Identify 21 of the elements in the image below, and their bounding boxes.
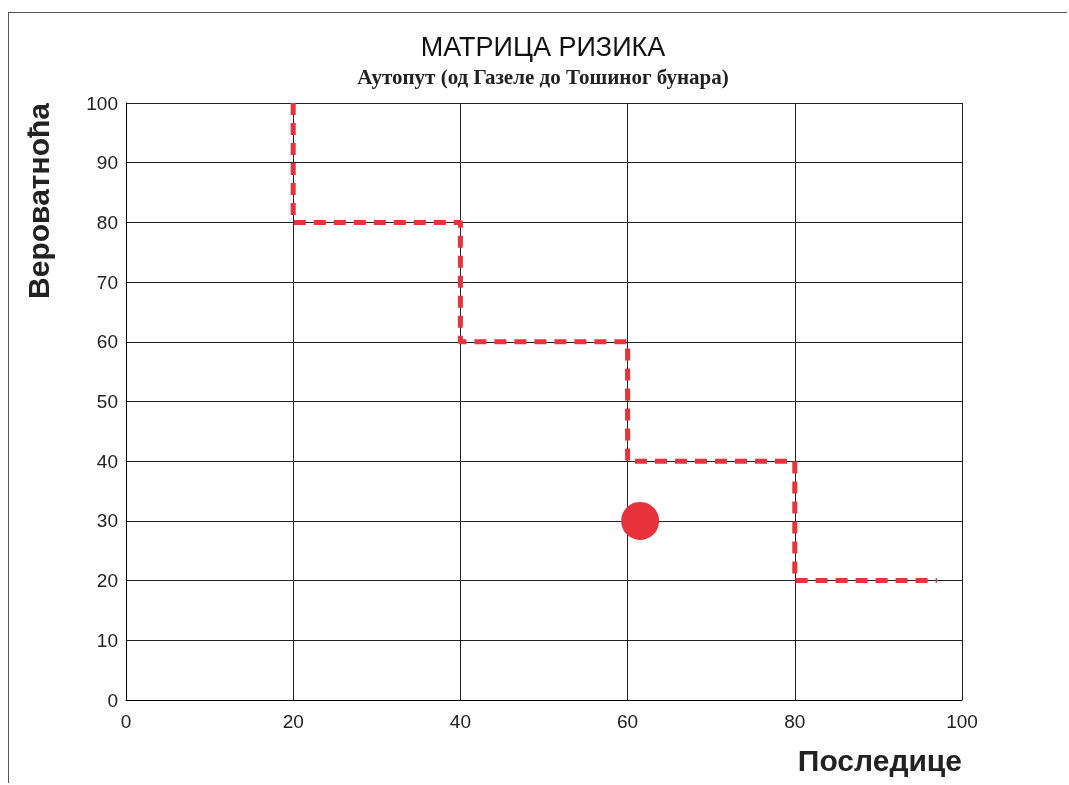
y-tick-label: 50 <box>96 391 118 412</box>
y-tick-label: 20 <box>96 570 118 592</box>
y-tick-label: 30 <box>96 510 118 532</box>
x-tick-label: 100 <box>946 711 978 732</box>
y-tick-label: 60 <box>96 331 118 353</box>
y-tick-label: 10 <box>96 629 118 651</box>
y-tick-label: 0 <box>107 689 118 711</box>
x-axis-title: Последице <box>797 743 962 777</box>
y-tick-label: 90 <box>96 152 118 174</box>
x-tick-label: 20 <box>282 711 304 732</box>
x-tick-label: 60 <box>617 711 639 732</box>
chart-title: МАТРИЦА РИЗИКА <box>420 31 666 62</box>
x-tick-label: 0 <box>120 711 132 732</box>
x-tick-label: 80 <box>784 711 806 732</box>
y-tick-label: 40 <box>96 450 118 472</box>
y-axis-title: Вероватноћа <box>21 102 55 299</box>
y-tick-label: 100 <box>86 92 118 114</box>
y-tick-label: 80 <box>96 211 118 233</box>
chart-subtitle: Аутопут (од Газеле до Тошиног бунара) <box>357 64 729 89</box>
y-tick-label: 70 <box>96 271 118 293</box>
x-tick-label: 40 <box>449 711 471 732</box>
